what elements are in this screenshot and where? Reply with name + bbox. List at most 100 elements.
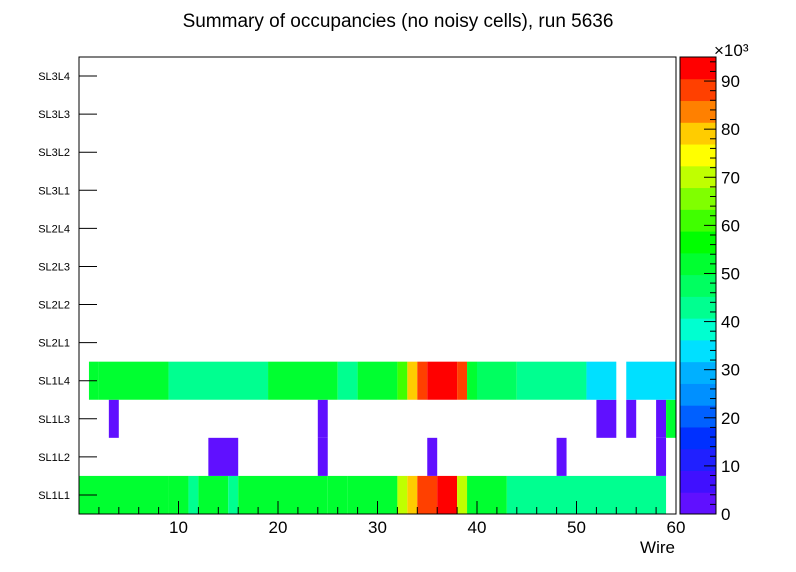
- heatmap-cell-sl1l4: [467, 361, 477, 400]
- heatmap-cell-sl1l4: [168, 361, 269, 400]
- heatmap-cell-sl1l1: [457, 475, 468, 514]
- heatmap-cell-sl1l2: [656, 437, 667, 476]
- y-tick-label-sl1l3: SL1L3: [38, 414, 70, 426]
- heatmap-cell-sl1l2: [556, 437, 567, 476]
- heatmap-cell-sl1l1: [347, 475, 398, 514]
- colorbar-exponent: ×10³: [714, 41, 749, 60]
- colorbar-band: [680, 100, 716, 123]
- colorbar-tick-label: 0: [721, 505, 730, 524]
- y-tick-label-sl1l2: SL1L2: [38, 452, 70, 464]
- colorbar-band: [680, 252, 716, 276]
- heatmap-cell-sl1l4: [357, 361, 398, 400]
- colorbar-band: [680, 296, 716, 319]
- heatmap-cell-sl1l2: [427, 437, 438, 476]
- y-tick-label-sl1l1: SL1L1: [38, 490, 70, 502]
- x-tick-label: 50: [567, 518, 586, 537]
- colorbar-band: [680, 339, 716, 363]
- heatmap-cell-sl1l4: [268, 361, 338, 400]
- x-tick-label: 60: [667, 518, 686, 537]
- y-tick-label-sl2l2: SL2L2: [38, 300, 70, 312]
- colorbar-tick-label: 70: [721, 168, 740, 187]
- heatmap-cell-sl1l4: [427, 361, 458, 400]
- heatmap-cell-sl1l4: [407, 361, 418, 400]
- heatmap-cell-sl1l3: [108, 399, 119, 438]
- heatmap-cell-sl1l4: [98, 361, 169, 400]
- y-tick-label-sl3l2: SL3L2: [38, 147, 70, 159]
- colorbar-band: [680, 187, 716, 210]
- colorbar-band: [680, 274, 716, 297]
- colorbar-tick-label: 10: [721, 457, 740, 476]
- x-tick-label: 10: [169, 518, 188, 537]
- y-tick-label-sl2l4: SL2L4: [38, 223, 70, 235]
- heatmap-cell-sl1l4: [586, 361, 617, 400]
- colorbar-band: [680, 318, 716, 341]
- heatmap-cell-sl1l4: [397, 361, 408, 400]
- heatmap-cell-sl1l2: [208, 437, 239, 476]
- heatmap-cell-sl1l1: [278, 475, 328, 514]
- y-tick-label-sl2l1: SL2L1: [38, 338, 70, 350]
- heatmap-cell-sl1l1: [417, 475, 438, 514]
- heatmap-cell-sl1l3: [656, 399, 667, 438]
- colorbar-band: [680, 209, 716, 232]
- colorbar-band: [680, 122, 716, 145]
- heatmap-cell-sl1l1: [506, 475, 577, 514]
- heatmap-cell-sl1l4: [626, 361, 676, 400]
- colorbar-tick-label: 20: [721, 409, 740, 428]
- plot-frame: [78, 56, 677, 515]
- colorbar-band: [680, 448, 716, 471]
- heatmap-cell-sl1l1: [168, 475, 189, 514]
- heatmap-cell-sl1l3: [317, 399, 328, 438]
- colorbar-band: [680, 405, 716, 428]
- heatmap-cell-sl1l3: [596, 399, 617, 438]
- y-tick-label-sl3l3: SL3L3: [38, 109, 70, 121]
- colorbar-tick-label: 50: [721, 264, 740, 283]
- heatmap-cell-sl1l2: [317, 437, 328, 476]
- y-tick-label-sl1l4: SL1L4: [38, 376, 70, 388]
- x-tick-label: 30: [368, 518, 387, 537]
- x-axis: 10 20 30 40 50 60: [98, 501, 686, 537]
- heatmap-cell-sl1l4: [337, 361, 358, 400]
- heatmap-cell-sl1l1: [228, 475, 239, 514]
- y-tick-label-sl3l4: SL3L4: [38, 71, 70, 83]
- heatmap-cell-sl1l1: [198, 475, 229, 514]
- colorbar-band: [680, 361, 716, 384]
- colorbar-frame: [679, 56, 717, 515]
- x-tick-label: 20: [269, 518, 288, 537]
- colorbar-band: [680, 426, 716, 450]
- heatmap-cell-sl1l1: [397, 475, 408, 514]
- x-axis-title: Wire: [640, 538, 675, 557]
- heatmap-cell-sl1l4: [417, 361, 428, 400]
- colorbar-tick-label: 90: [721, 72, 740, 91]
- heatmap-cell-sl1l4: [477, 361, 517, 400]
- colorbar-band: [680, 57, 716, 80]
- colorbar-band: [680, 78, 716, 102]
- colorbar-tick-label: 80: [721, 120, 740, 139]
- colorbar: 0 10 20 30 40 50 60 70 80 90: [679, 56, 740, 524]
- heatmap-cell-sl1l1: [188, 475, 199, 514]
- colorbar-band: [680, 383, 716, 406]
- heatmap-cell-sl1l1: [576, 475, 667, 514]
- colorbar-band: [680, 144, 716, 167]
- colorbar-band: [680, 470, 716, 493]
- heatmap-cell-sl1l1: [407, 475, 418, 514]
- heatmap-cell-sl1l1: [327, 475, 348, 514]
- colorbar-band: [680, 165, 716, 189]
- colorbar-tick-label: 40: [721, 313, 740, 332]
- y-axis: SL1L1 SL1L2 SL1L3 SL1L4 SL2L1 SL2L2 SL2L3 SL2L4…: [38, 71, 97, 502]
- heatmap-cell-sl1l1: [467, 475, 507, 514]
- y-tick-label-sl3l1: SL3L1: [38, 185, 70, 197]
- colorbar-tick-label: 30: [721, 361, 740, 380]
- heatmap-cell-sl1l3: [626, 399, 637, 438]
- colorbar-tick-label: 60: [721, 216, 740, 235]
- chart-title: Summary of occupancies (no noisy cells),…: [183, 11, 614, 32]
- colorbar-band: [680, 492, 716, 515]
- heatmap-cell-sl1l4: [457, 361, 468, 400]
- x-tick-label: 40: [468, 518, 487, 537]
- cells-layer: [79, 361, 676, 514]
- heatmap-cell-sl1l4: [516, 361, 587, 400]
- y-tick-label-sl2l3: SL2L3: [38, 261, 70, 273]
- heatmap-cell-sl1l1: [437, 475, 458, 514]
- heatmap-cell-sl1l3: [666, 399, 676, 438]
- colorbar-band: [680, 231, 716, 254]
